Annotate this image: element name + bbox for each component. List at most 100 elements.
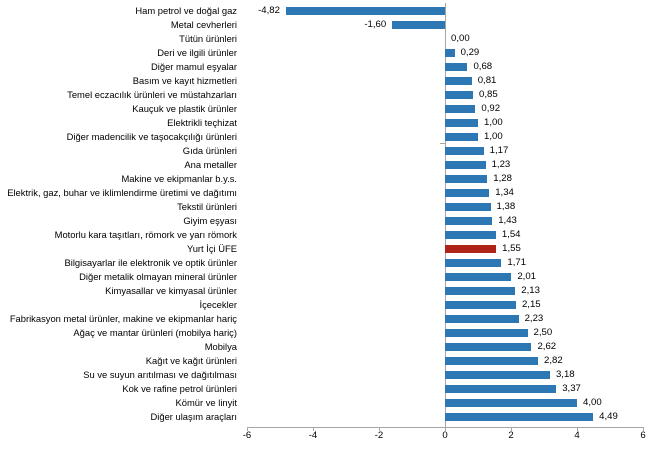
bar (445, 105, 476, 113)
chart-row: Elektrik, gaz, buhar ve iklimlendirme ür… (0, 186, 648, 200)
bar (445, 119, 478, 127)
value-label: 1,71 (507, 257, 527, 268)
chart-row: İçecekler 2,15 (0, 298, 648, 312)
bar (445, 371, 550, 379)
bar (445, 49, 455, 57)
x-axis-tick-mark (643, 427, 644, 431)
category-label: Su ve suyun arıtılması ve dağıtılması (83, 369, 237, 380)
category-label: Mobilya (204, 341, 237, 352)
chart-row: Basım ve kayıt hizmetleri 0,81 (0, 74, 648, 88)
x-axis-tick-mark (313, 427, 314, 431)
value-label: 2,82 (544, 355, 563, 366)
category-label: Gıda ürünleri (182, 145, 237, 156)
value-label: 1,28 (493, 173, 512, 184)
value-label: 3,37 (562, 383, 581, 394)
value-label: 2,62 (537, 341, 557, 352)
category-label: Ağaç ve mantar ürünleri (mobilya hariç) (73, 327, 237, 338)
chart-row: Ana metaller 1,23 (0, 158, 648, 172)
chart-row: Diğer ulaşım araçları 4,49 (0, 410, 648, 424)
bar (445, 161, 486, 169)
value-label: 4,49 (599, 411, 618, 422)
value-label: 0,92 (481, 103, 501, 114)
category-label: Kağıt ve kağıt ürünleri (145, 355, 237, 366)
value-label: 0,00 (451, 33, 470, 44)
value-label: 1,34 (495, 187, 514, 198)
value-label: 1,55 (502, 243, 521, 254)
value-label: 0,68 (473, 61, 493, 72)
x-axis-tick-label: 4 (574, 430, 580, 441)
category-label: Ham petrol ve doğal gaz (135, 5, 237, 16)
bar (445, 259, 502, 267)
bar-highlight (445, 245, 497, 253)
category-label: Tütün ürünleri (179, 33, 237, 44)
category-label: Tekstil ürünleri (177, 201, 237, 212)
bar (392, 21, 445, 29)
chart-row: Kauçuk ve plastik ürünler 0,92 (0, 102, 648, 116)
x-axis-tick-label: 6 (640, 430, 646, 441)
zero-axis-line (445, 3, 446, 427)
value-label: 2,13 (521, 285, 540, 296)
value-label: 3,18 (555, 369, 575, 380)
category-label: Kok ve rafine petrol ürünleri (122, 383, 237, 394)
value-label: -1,60 (364, 19, 387, 30)
x-axis-tick-label: 2 (508, 430, 514, 441)
category-label: Deri ve ilgili ürünler (157, 47, 237, 58)
category-label: Elektrikli teçhizat (167, 117, 237, 128)
value-label: 2,01 (517, 271, 537, 282)
category-label: Basım ve kayıt hizmetleri (132, 75, 237, 86)
value-label: 1,17 (489, 145, 509, 156)
bar (445, 91, 474, 99)
value-label: 1,00 (484, 117, 503, 128)
category-label: Kömür ve linyit (175, 397, 237, 408)
value-label: 1,54 (501, 229, 521, 240)
chart-row: Tekstil ürünleri 1,38 (0, 200, 648, 214)
value-label: 1,43 (498, 215, 517, 226)
category-label: Diğer madencilik ve taşocakçılığı ürünle… (66, 131, 237, 142)
bar (445, 231, 496, 239)
bar (445, 63, 468, 71)
chart-row: Giyim eşyası 1,43 (0, 214, 648, 228)
value-label: 4,00 (583, 397, 602, 408)
value-label: 1,38 (496, 201, 516, 212)
chart-row: Temel eczacılık ürünleri ve müstahzarlar… (0, 88, 648, 102)
chart-row: Yurt İçi ÜFE 1,55 (0, 242, 648, 256)
bar (285, 7, 445, 15)
x-axis-tick-mark (511, 427, 512, 431)
x-axis-tick-mark (577, 427, 578, 431)
chart-row: Ham petrol ve doğal gaz -4,82 (0, 4, 648, 18)
category-label: Metal cevherleri (170, 19, 237, 30)
bar (445, 175, 488, 183)
chart-row: Metal cevherleri -1,60 (0, 18, 648, 32)
bar (445, 133, 478, 141)
x-axis-tick-mark (247, 427, 248, 431)
category-axis-tick (440, 143, 446, 144)
value-label: 1,00 (484, 131, 503, 142)
bar (445, 301, 516, 309)
chart-row: Tütün ürünleri 0,00 (0, 32, 648, 46)
chart-row: Kimyasallar ve kimyasal ürünler 2,13 (0, 284, 648, 298)
x-axis-tick-label: -4 (308, 430, 318, 441)
chart-row: Motorlu kara taşıtları, römork ve yarı r… (0, 228, 648, 242)
value-label: -4,82 (258, 5, 280, 16)
chart-row: Fabrikasyon metal ürünler, makine ve eki… (0, 312, 648, 326)
bar (445, 273, 512, 281)
x-axis-tick-label: -2 (374, 430, 384, 441)
value-label: 2,23 (524, 313, 544, 324)
chart-row: Kok ve rafine petrol ürünleri 3,37 (0, 382, 648, 396)
chart-row: Deri ve ilgili ürünler 0,29 (0, 46, 648, 60)
bar (445, 147, 484, 155)
chart-row: Kağıt ve kağıt ürünleri 2,82 (0, 354, 648, 368)
chart-row: Elektrikli teçhizat 1,00 (0, 116, 648, 130)
category-label: Temel eczacılık ürünleri ve müstahzarlar… (67, 89, 237, 100)
value-label: 2,50 (533, 327, 553, 338)
bar (445, 189, 490, 197)
chart-row: Makine ve ekipmanlar b.y.s. 1,28 (0, 172, 648, 186)
chart-row: Diğer madencilik ve taşocakçılığı ürünle… (0, 130, 648, 144)
bar (445, 343, 532, 351)
category-label: Makine ve ekipmanlar b.y.s. (121, 173, 238, 184)
chart-row: Diğer metalik olmayan mineral ürünler 2,0… (0, 270, 648, 284)
value-label: 1,23 (491, 159, 511, 170)
bar (445, 315, 519, 323)
bar (445, 385, 557, 393)
